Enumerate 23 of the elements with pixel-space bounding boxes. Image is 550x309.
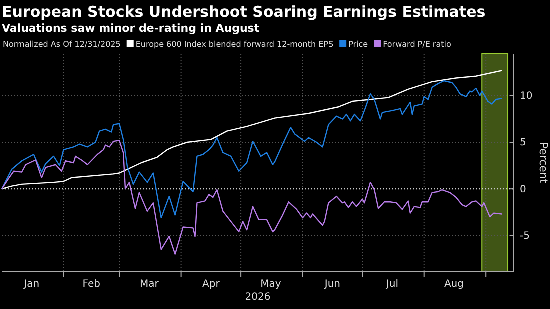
line-series xyxy=(1,80,503,219)
y-tick-label: 10 xyxy=(520,91,533,102)
x-tick-label: Aug xyxy=(444,279,464,290)
y-tick-label: -5 xyxy=(520,230,530,242)
x-tick-label: Mar xyxy=(140,279,160,290)
y-axis-title: Percent xyxy=(537,142,550,184)
y-tick-label: 5 xyxy=(520,138,526,149)
x-tick-label: Apr xyxy=(202,279,221,290)
y-tick-label: 0 xyxy=(520,184,526,196)
line-series xyxy=(1,70,503,190)
x-tick-label: May xyxy=(260,279,282,290)
line-series xyxy=(1,140,503,255)
legend-title: Normalized As Of 12/31/2025 xyxy=(3,40,121,49)
x-tick-label: Jun xyxy=(324,279,341,290)
legend-label: Price xyxy=(348,40,368,49)
x-tick-label: Feb xyxy=(82,279,101,290)
chart-title: European Stocks Undershoot Soaring Earnings Estimates xyxy=(2,3,486,21)
legend-label: Forward P/E ratio xyxy=(383,40,452,49)
x-axis-title: 2026 xyxy=(245,292,271,303)
chart-subtitle: Valuations saw minor de-rating in August xyxy=(2,22,260,35)
x-tick-label: Jul xyxy=(385,279,399,290)
legend-label: Europe 600 Index blended forward 12-month EPS xyxy=(136,40,334,49)
x-tick-label: Jan xyxy=(23,279,40,290)
